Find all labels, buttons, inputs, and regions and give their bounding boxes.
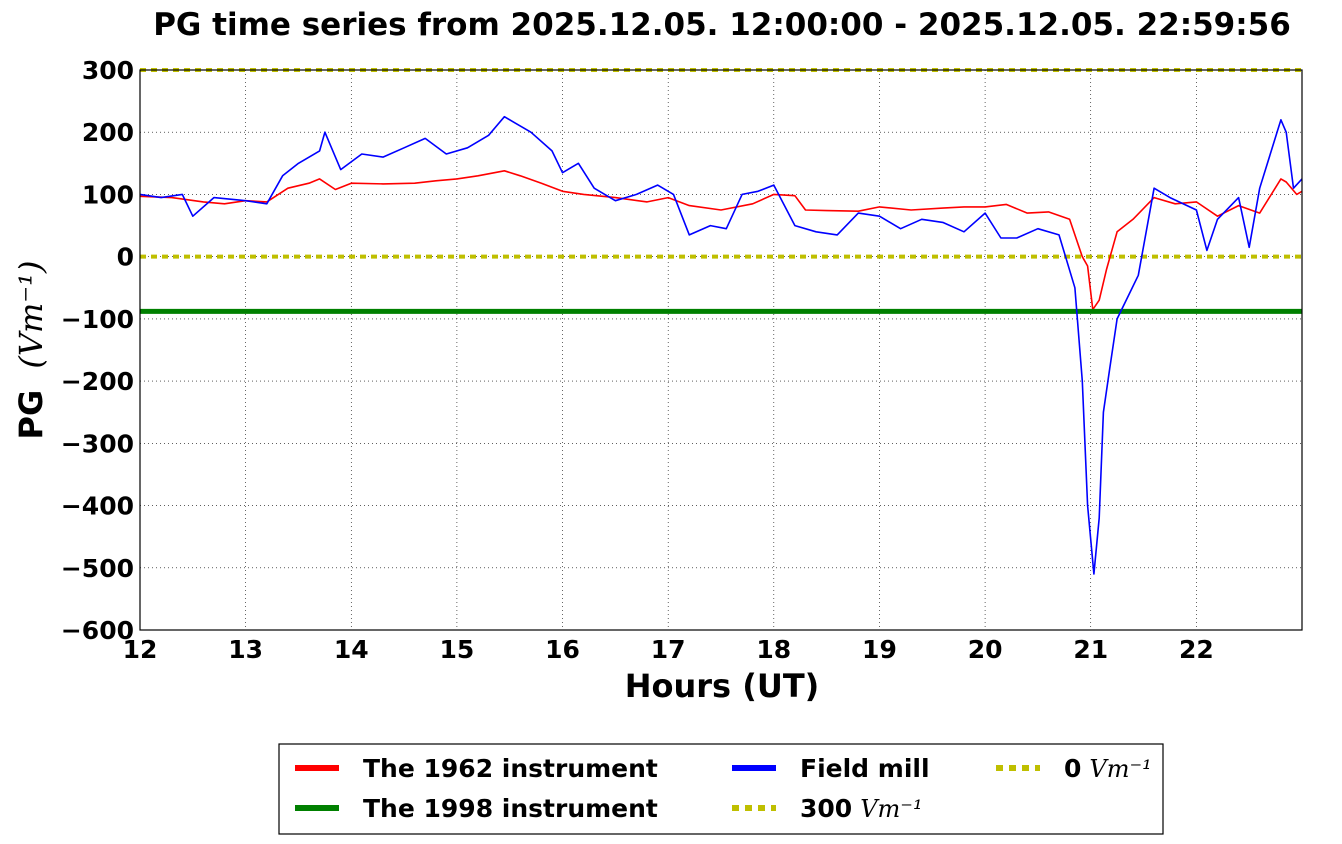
y-tick-label: 300 bbox=[82, 56, 134, 85]
x-tick-label: 20 bbox=[968, 635, 1003, 664]
y-axis-label-unit: (Vm⁻¹) bbox=[12, 261, 50, 369]
y-tick-label: 100 bbox=[82, 180, 134, 209]
x-axis-label: Hours (UT) bbox=[625, 667, 820, 705]
legend-label-4: 0 Vm⁻¹ bbox=[1064, 754, 1152, 783]
x-tick-label: 14 bbox=[334, 635, 369, 664]
y-tick-label: −200 bbox=[61, 367, 134, 396]
x-tick-label: 17 bbox=[651, 635, 686, 664]
legend-label-2: Field mill bbox=[800, 754, 930, 783]
y-tick-label: 0 bbox=[117, 243, 134, 272]
x-tick-label: 15 bbox=[440, 635, 475, 664]
y-tick-label: −100 bbox=[61, 305, 134, 334]
x-tick-label: 21 bbox=[1073, 635, 1108, 664]
x-tick-label: 12 bbox=[123, 635, 158, 664]
legend-frame bbox=[278, 743, 1164, 835]
legend-label-3: 300 Vm⁻¹ bbox=[800, 794, 923, 823]
x-tick-label: 19 bbox=[862, 635, 897, 664]
chart-title: PG time series from 2025.12.05. 12:00:00… bbox=[153, 7, 1291, 43]
y-tick-label: −500 bbox=[61, 554, 134, 583]
series-line-0 bbox=[139, 170, 1303, 311]
x-tick-labels: 12 13 14 15 16 17 18 19 20 21 22 bbox=[123, 635, 1214, 664]
x-tick-label: 18 bbox=[756, 635, 791, 664]
data-series bbox=[139, 115, 1303, 575]
legend-label-1: The 1998 instrument bbox=[363, 794, 658, 823]
series-line-2 bbox=[139, 115, 1303, 575]
y-axis-label-text: PG bbox=[12, 390, 50, 440]
y-tick-labels: 300 200 100 0 −100 −200 −300 −400 −500 −600 bbox=[61, 56, 134, 645]
plot-frame bbox=[139, 69, 1303, 631]
x-tick-label: 22 bbox=[1179, 635, 1214, 664]
legend: The 1962 instrument The 1998 instrument Fi… bbox=[278, 743, 1164, 835]
y-tick-label: 200 bbox=[82, 118, 134, 147]
y-tick-label: −600 bbox=[61, 616, 134, 645]
y-axis-label: PG (Vm⁻¹) bbox=[12, 261, 50, 440]
y-tick-label: −300 bbox=[61, 429, 134, 458]
plot-area bbox=[140, 70, 1302, 630]
legend-label-0: The 1962 instrument bbox=[363, 754, 658, 783]
x-tick-label: 16 bbox=[545, 635, 580, 664]
y-tick-label: −400 bbox=[61, 492, 134, 521]
x-tick-label: 13 bbox=[228, 635, 263, 664]
